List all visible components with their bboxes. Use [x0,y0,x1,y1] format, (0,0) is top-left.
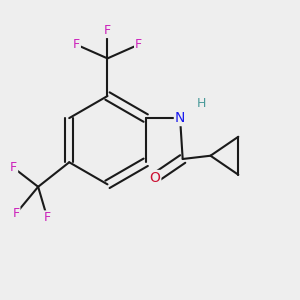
Text: F: F [12,207,20,220]
Text: F: F [135,38,142,51]
Text: H: H [196,97,206,110]
Text: F: F [10,161,17,174]
Text: F: F [73,38,80,51]
Text: N: N [175,111,185,125]
Text: F: F [104,24,111,37]
Text: O: O [149,171,160,185]
Text: F: F [44,212,51,224]
